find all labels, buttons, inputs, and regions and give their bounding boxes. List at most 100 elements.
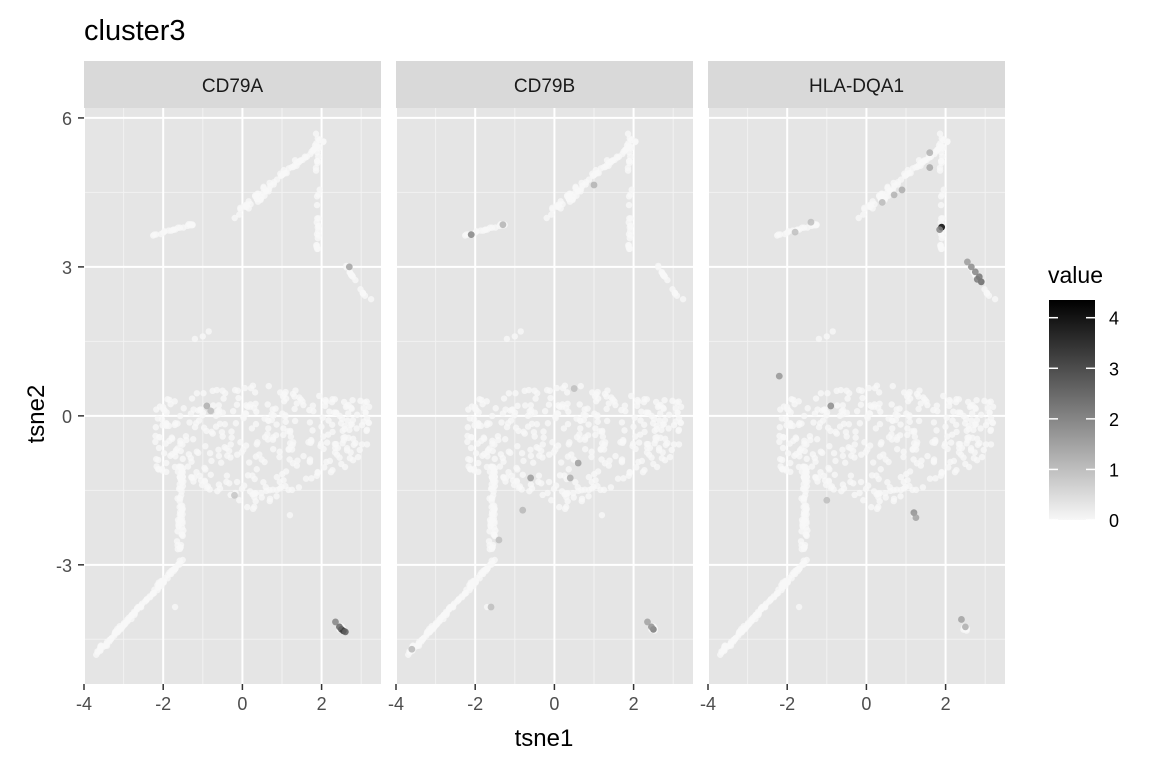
data-point [316,392,323,400]
data-point [803,556,810,564]
data-point [981,397,988,405]
data-point [346,426,353,434]
data-point [800,495,808,502]
data-point [565,441,572,448]
data-point [847,472,855,479]
data-point [277,170,284,177]
data-point [200,390,207,397]
data-point [491,511,498,518]
data-point [195,407,202,414]
data-point [332,618,339,626]
data-point [636,431,644,438]
data-point [519,471,526,478]
data-point [306,419,314,426]
data-point [824,424,832,431]
data-point [632,445,639,453]
data-point [801,440,808,447]
data-point [237,439,244,446]
data-point [906,482,913,490]
data-point [517,328,524,335]
data-point [618,406,625,414]
data-point [162,440,169,447]
data-point [505,390,513,397]
data-point [262,483,269,491]
data-point [666,453,674,461]
data-point [584,432,592,439]
data-point [347,404,355,412]
data-point [910,440,918,447]
data-point [778,415,786,422]
data-point [152,231,160,238]
data-point [824,390,831,397]
data-point [251,192,259,199]
data-point [906,388,913,396]
data-point [164,396,171,403]
data-point [778,456,786,464]
data-point [226,480,233,487]
data-point [791,400,798,408]
data-point [801,544,808,551]
data-point [977,425,984,432]
data-point [578,497,585,505]
data-point [312,130,320,137]
data-point [341,628,349,636]
data-point [599,427,606,435]
data-point [552,482,560,489]
data-point [138,602,145,609]
data-point [227,441,234,448]
data-point [495,536,503,544]
data-point [291,417,299,425]
data-point [324,431,332,438]
data-point [906,169,913,177]
data-point [466,581,473,589]
data-point [143,596,150,603]
data-point [670,441,678,448]
data-point [812,395,820,402]
data-point [658,426,665,434]
data-point [487,560,495,568]
data-point [629,440,637,447]
data-point [358,421,366,429]
data-point [339,427,346,434]
data-point [648,412,655,420]
data-point [821,477,829,484]
data-point [833,387,840,395]
data-point [314,159,321,167]
data-point [823,412,830,419]
data-point [631,138,639,146]
data-point [152,438,159,446]
data-point [917,400,924,407]
data-point [309,427,316,434]
data-point [187,410,195,417]
data-point [518,449,526,457]
data-point [937,149,945,156]
x-tick-label: -2 [467,694,483,714]
data-point [336,412,343,420]
data-point [952,421,960,428]
data-point [786,440,793,447]
data-point [930,419,938,426]
data-point [664,276,671,284]
data-point [991,295,999,303]
data-point [235,394,242,402]
data-point [851,491,858,499]
data-point [269,445,277,453]
data-point [900,448,907,455]
data-point [474,421,481,429]
data-point [803,455,810,463]
data-point [960,412,967,420]
data-point [634,398,642,405]
data-point [272,405,279,412]
data-point [966,403,974,411]
data-point [912,514,920,522]
data-point [320,433,327,440]
data-point [195,449,202,457]
data-point [293,400,300,407]
data-point [527,452,535,460]
data-point [254,198,262,205]
data-point [978,453,986,461]
data-point [308,475,315,482]
data-point [180,405,187,412]
legend-tick-label: 2 [1109,410,1119,430]
facet-label: HLA-DQA1 [809,76,904,97]
